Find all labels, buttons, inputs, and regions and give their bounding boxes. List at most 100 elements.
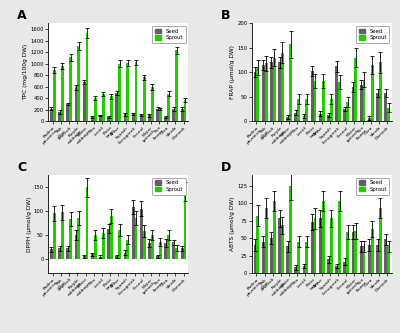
Bar (286, 246, 289, 273)
Bar (61, 66, 64, 121)
Bar (319, 114, 322, 121)
Legend: Seed, Sprout: Seed, Sprout (152, 26, 186, 43)
Bar (281, 225, 284, 273)
Bar (184, 192, 186, 259)
Bar (254, 245, 256, 273)
Y-axis label: DPPH (μmol/g DW): DPPH (μmol/g DW) (27, 196, 32, 252)
Bar (86, 187, 88, 259)
Bar (322, 201, 325, 273)
Bar (273, 201, 276, 273)
Bar (124, 252, 126, 259)
Bar (262, 65, 265, 121)
Bar (379, 63, 382, 121)
Bar (265, 64, 268, 121)
Bar (69, 57, 72, 121)
Bar (311, 71, 314, 121)
Bar (140, 208, 143, 259)
Bar (256, 67, 259, 121)
Bar (50, 249, 53, 259)
Bar (335, 266, 338, 273)
Bar (124, 114, 126, 121)
Bar (294, 267, 297, 273)
Bar (69, 219, 72, 259)
Bar (94, 98, 96, 121)
Legend: Seed, Sprout: Seed, Sprout (356, 178, 389, 195)
Bar (319, 218, 322, 273)
Bar (175, 50, 178, 121)
Bar (99, 116, 102, 121)
Y-axis label: ABTS (μmol/g DW): ABTS (μmol/g DW) (230, 197, 235, 251)
Bar (181, 248, 184, 259)
Bar (330, 218, 333, 273)
Bar (270, 238, 273, 273)
Bar (175, 248, 178, 259)
Text: D: D (221, 161, 231, 174)
Bar (99, 257, 102, 259)
Bar (126, 240, 129, 259)
Bar (148, 116, 151, 121)
Bar (74, 235, 77, 259)
Bar (172, 109, 175, 121)
Bar (132, 207, 134, 259)
Bar (107, 229, 110, 259)
Bar (184, 100, 186, 121)
Bar (387, 108, 390, 121)
Bar (338, 201, 341, 273)
Bar (346, 102, 349, 121)
Bar (278, 218, 281, 273)
Bar (262, 241, 265, 273)
Bar (371, 65, 374, 121)
Bar (335, 66, 338, 121)
Bar (102, 94, 105, 121)
Bar (115, 93, 118, 121)
Bar (102, 233, 105, 259)
Bar (83, 82, 86, 121)
Bar (303, 266, 306, 273)
Bar (352, 232, 354, 273)
Bar (86, 33, 88, 121)
Bar (132, 114, 134, 121)
Bar (289, 44, 292, 121)
Bar (344, 262, 346, 273)
Bar (66, 248, 69, 259)
Bar (143, 78, 146, 121)
Bar (151, 87, 154, 121)
Bar (387, 246, 390, 273)
Bar (360, 85, 363, 121)
Bar (181, 109, 184, 121)
Bar (126, 63, 129, 121)
Bar (297, 99, 300, 121)
Bar (256, 216, 259, 273)
Bar (134, 218, 137, 259)
Bar (159, 242, 162, 259)
Bar (311, 222, 314, 273)
Bar (327, 115, 330, 121)
Bar (58, 112, 61, 121)
Bar (91, 117, 94, 121)
Bar (50, 109, 53, 121)
Bar (306, 241, 308, 273)
Bar (159, 109, 162, 121)
Bar (273, 58, 276, 121)
Bar (143, 231, 146, 259)
Bar (148, 243, 151, 259)
Bar (91, 254, 94, 259)
Y-axis label: FRAP (μmol/g DW): FRAP (μmol/g DW) (230, 45, 235, 99)
Bar (270, 63, 273, 121)
Bar (314, 218, 316, 273)
Bar (140, 115, 143, 121)
Bar (314, 81, 316, 121)
Bar (164, 243, 167, 259)
Bar (118, 64, 121, 121)
Bar (306, 99, 308, 121)
Bar (368, 118, 371, 121)
Bar (371, 229, 374, 273)
Bar (363, 80, 366, 121)
Bar (118, 230, 121, 259)
Bar (354, 58, 357, 121)
Bar (352, 87, 354, 121)
Bar (156, 109, 159, 121)
Bar (156, 256, 159, 259)
Bar (265, 208, 268, 273)
Bar (303, 116, 306, 121)
